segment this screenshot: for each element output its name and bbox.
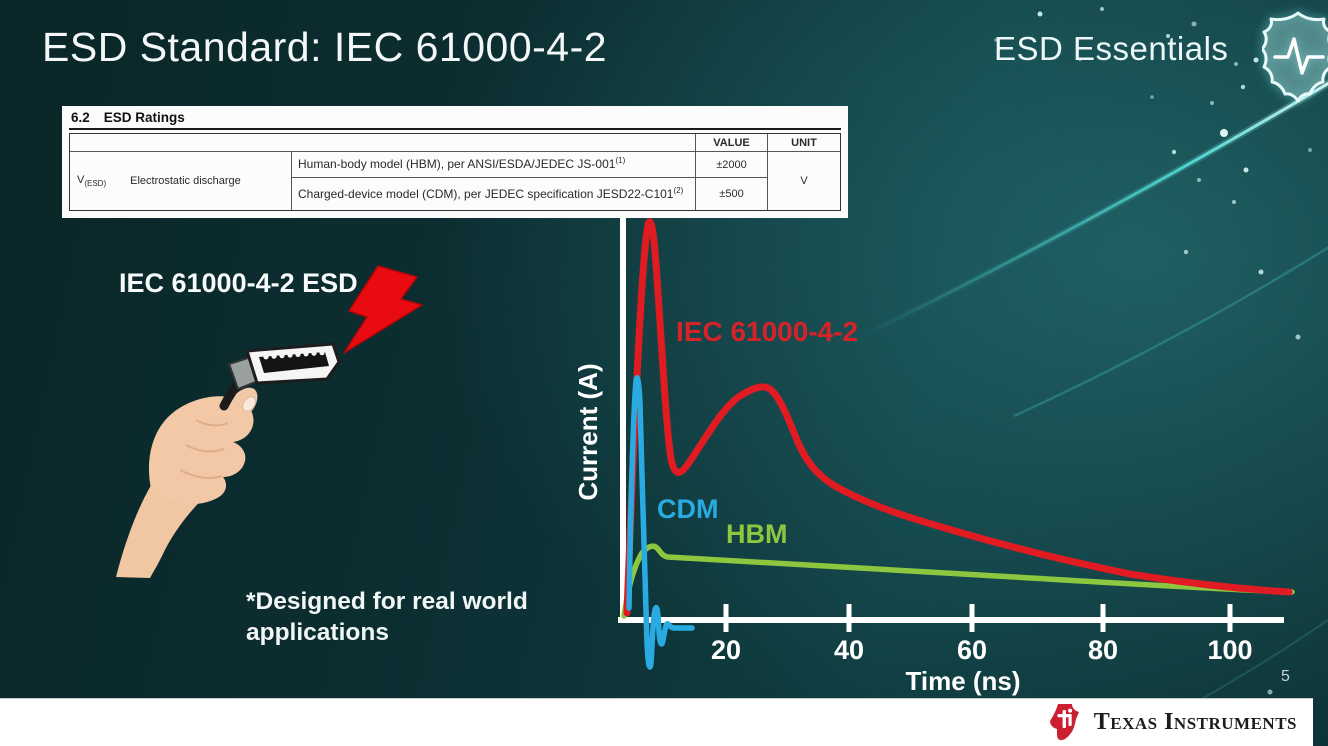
- iec-curve: [623, 218, 1293, 617]
- symbol-cell: V(ESD) Electrostatic discharge: [70, 152, 292, 210]
- header-value: VALUE: [696, 134, 768, 152]
- fingernail: [242, 396, 256, 412]
- table-row-desc-cdm: Charged-device model (CDM), per JEDEC sp…: [292, 178, 696, 210]
- section-number: 6.2: [71, 110, 90, 125]
- iec-esd-label: IEC 61000-4-2 ESD: [119, 268, 358, 298]
- x-axis-label: Time (ns): [905, 666, 1020, 696]
- symbol: V(ESD): [77, 173, 107, 189]
- y-axis-label: Current (A): [573, 363, 603, 500]
- table-row-desc-hbm: Human-body model (HBM), per ANSI/ESDA/JE…: [292, 152, 696, 178]
- footer-bar: Texas Instruments: [0, 698, 1313, 746]
- x-tick-labels: 20 40 60 80 100: [711, 635, 1253, 665]
- shield-pulse-icon: [1262, 11, 1328, 103]
- hdmi-pins: [263, 350, 325, 360]
- svg-text:100: 100: [1207, 635, 1252, 665]
- iec-curve-label: IEC 61000-4-2: [676, 316, 858, 347]
- finger-creases: [179, 419, 229, 479]
- header-blank-cell: [70, 134, 696, 152]
- page-number: 5: [1281, 668, 1290, 685]
- esd-waveform-chart: 20 40 60 80 100 Time (ns) Current (A) IE…: [573, 218, 1295, 696]
- cdm-curve: [626, 375, 695, 670]
- esd-ratings-table: VALUE UNIT V(ESD) Electrostatic discharg…: [69, 133, 841, 211]
- header-unit: UNIT: [768, 134, 840, 152]
- table-row-value-cdm: ±500: [696, 178, 768, 210]
- x-axis-ticks: [723, 604, 1233, 632]
- cdm-curve-label: CDM: [657, 494, 719, 524]
- svg-text:60: 60: [957, 635, 987, 665]
- designed-footnote: *Designed for real world applications: [246, 586, 528, 648]
- svg-text:20: 20: [711, 635, 741, 665]
- footnote-line2: applications: [246, 619, 389, 646]
- section-title: ESD Ratings: [103, 110, 185, 125]
- page-title: ESD Standard: IEC 61000-4-2: [42, 24, 608, 70]
- series-title: ESD Essentials: [994, 30, 1229, 67]
- footnote-line1: *Designed for real world: [246, 588, 528, 615]
- brand-name: Texas Instruments: [1093, 709, 1297, 735]
- y-axis: [620, 218, 626, 623]
- x-axis: [618, 617, 1284, 623]
- svg-text:40: 40: [834, 635, 864, 665]
- parameter-label: Electrostatic discharge: [130, 175, 241, 187]
- svg-text:80: 80: [1088, 635, 1118, 665]
- hand-connector-illustration: [116, 265, 423, 578]
- lightning-bolt-icon: [343, 265, 423, 354]
- table-section-heading: 6.2 ESD Ratings: [69, 109, 841, 130]
- esd-ratings-table-panel: 6.2 ESD Ratings VALUE UNIT V(ESD) Electro…: [62, 106, 848, 218]
- heartbeat-pulse-icon: [1273, 37, 1325, 75]
- hdmi-slot: [259, 352, 329, 373]
- table-row-value-hbm: ±2000: [696, 152, 768, 178]
- hbm-curve-label: HBM: [726, 519, 788, 549]
- ti-letters: [1057, 708, 1072, 728]
- unit-cell: V: [800, 175, 808, 187]
- ti-logo-icon: [1049, 703, 1079, 740]
